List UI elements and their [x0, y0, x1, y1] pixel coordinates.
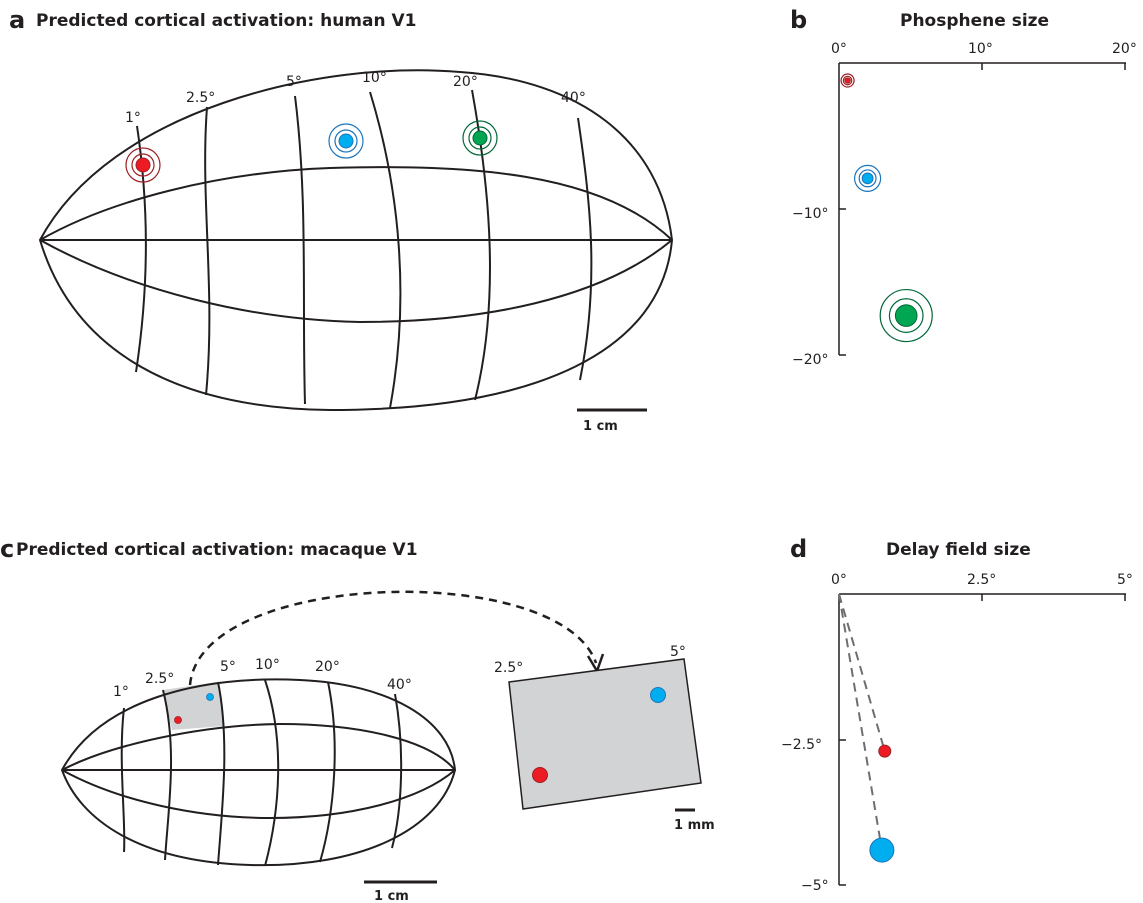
phosphene-y-tick-label-20: −20°: [792, 352, 829, 368]
macaque-v1-shaded-region: [163, 682, 224, 730]
human-v1-iso-ecc-10: [369, 91, 402, 409]
phosphene-x-tick-label-10: 10°: [968, 41, 993, 57]
delay-y-tick-label-2-5: −2.5°: [781, 737, 822, 753]
panel-d-letter: d: [790, 535, 808, 563]
human-ecc-label-20: 20°: [453, 74, 478, 90]
delay-line-red: [838, 593, 886, 752]
macaque-v1-outline: [60, 678, 457, 867]
human-v1-ecc-labels: 1° 2.5° 5° 10° 20° 40°: [125, 70, 586, 126]
panel-d-title: Delay field size: [886, 540, 1031, 560]
phosphene-points: [840, 73, 933, 343]
macaque-map-red-dot: [174, 716, 182, 724]
human-v1-red-activation: [125, 147, 161, 183]
phosphene-point-green: [879, 288, 933, 343]
delay-point-blue: [869, 837, 895, 863]
inset-enlarged-region: [508, 658, 702, 810]
panel-a-title: Predicted cortical activation: human V1: [36, 11, 417, 31]
macaque-v1-lower-boundary: [61, 769, 456, 820]
human-v1-lower-boundary: [39, 239, 673, 324]
panel-c-title: Predicted cortical activation: macaque V…: [16, 540, 418, 560]
panel-b-letter: b: [790, 6, 808, 34]
human-scale-label: 1 cm: [583, 419, 618, 434]
macaque-v1-iso-ecc-5: [217, 681, 226, 866]
inset-blue-dot: [650, 687, 666, 703]
macaque-ecc-label-2-5: 2.5°: [145, 671, 174, 687]
macaque-v1-iso-ecc-20: [319, 681, 336, 863]
human-v1-iso-ecc-5: [294, 95, 306, 405]
delay-point-red: [878, 744, 892, 758]
human-ecc-label-1: 1°: [125, 110, 141, 126]
delay-x-tick-label-2-5: 2.5°: [967, 572, 996, 588]
human-v1-iso-ecc-20: [471, 89, 491, 401]
macaque-ecc-label-1: 1°: [113, 684, 129, 700]
phosphene-x-tick-label-20: 20°: [1112, 41, 1137, 57]
delay-points: [838, 593, 895, 863]
macaque-v1-iso-ecc-2-5: [162, 689, 173, 861]
human-ecc-label-10: 10°: [362, 70, 387, 86]
delay-line-blue: [838, 593, 883, 851]
inset-label-2-5: 2.5°: [494, 660, 523, 676]
phosphene-point-red: [840, 73, 855, 88]
macaque-map-blue-dot: [206, 693, 214, 701]
inset-scale-label: 1 mm: [674, 818, 715, 833]
phosphene-point-blue: [853, 164, 882, 192]
inset-label-5: 5°: [670, 644, 686, 660]
human-v1-blue-activation: [328, 123, 364, 159]
macaque-v1-ecc-labels: 1° 2.5° 5° 10° 20° 40°: [113, 657, 412, 700]
human-v1-iso-ecc-2-5: [204, 106, 211, 396]
magnify-arrow: [188, 590, 598, 686]
phosphene-x-tick-label-0: 0°: [831, 41, 847, 57]
delay-axes: [838, 593, 1126, 886]
phosphene-axes: [838, 62, 1126, 356]
human-v1-iso-ecc-40: [577, 117, 593, 381]
panel-c-letter: c: [0, 535, 15, 563]
phosphene-y-tick-label-10: −10°: [792, 206, 829, 222]
human-ecc-label-5: 5°: [286, 74, 302, 90]
human-v1-upper-boundary: [39, 166, 673, 241]
macaque-scale-label: 1 cm: [374, 889, 409, 903]
inset-red-dot: [532, 767, 548, 783]
panel-b-title: Phosphene size: [900, 11, 1050, 31]
macaque-v1-upper-boundary: [61, 722, 456, 771]
delay-x-tick-label-0: 0°: [831, 572, 847, 588]
macaque-v1-iso-ecc-10: [264, 679, 280, 867]
human-ecc-label-40: 40°: [561, 90, 586, 106]
macaque-v1-map: [60, 678, 457, 867]
human-v1-green-activation: [462, 120, 498, 156]
human-ecc-label-2-5: 2.5°: [186, 90, 215, 106]
macaque-ecc-label-5: 5°: [220, 659, 236, 675]
delay-x-tick-label-5: 5°: [1117, 572, 1133, 588]
macaque-v1-iso-ecc-1: [120, 707, 126, 853]
delay-y-tick-label-5: −5°: [801, 878, 829, 894]
macaque-ecc-label-10: 10°: [255, 657, 280, 673]
macaque-ecc-label-20: 20°: [315, 659, 340, 675]
macaque-v1-iso-ecc-40: [391, 693, 403, 849]
macaque-ecc-label-40: 40°: [387, 677, 412, 693]
panel-a-letter: a: [9, 6, 26, 34]
